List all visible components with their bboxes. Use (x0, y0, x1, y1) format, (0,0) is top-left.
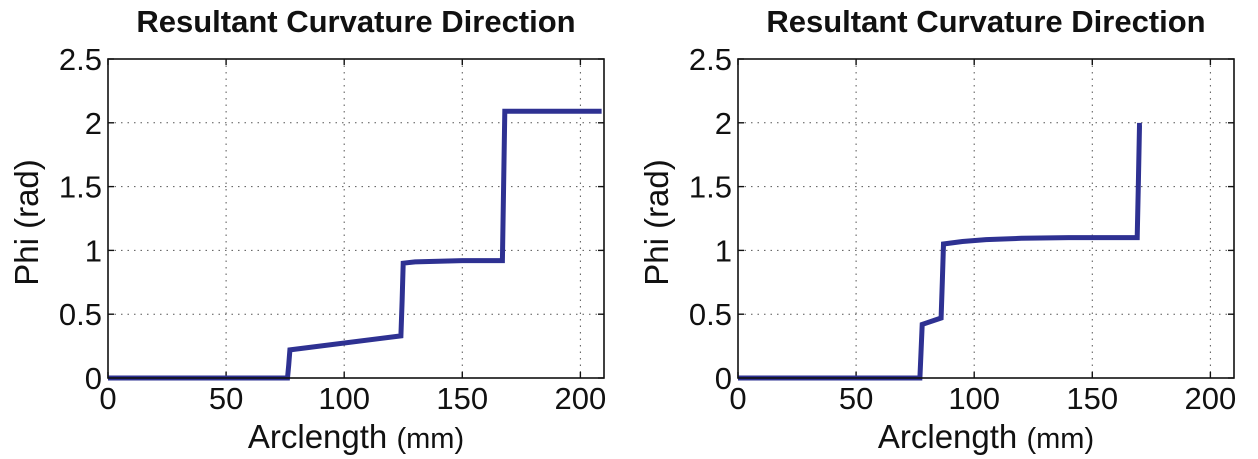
y-tick-label: 0 (85, 361, 102, 396)
y-tick-label: 0.5 (59, 297, 102, 332)
plot-frame (737, 58, 1235, 379)
x-axis-label-unit: (mm) (1026, 423, 1094, 455)
y-tick-label: 2 (85, 106, 102, 141)
x-tick-label: 150 (436, 381, 488, 416)
x-tick-label: 100 (948, 381, 1000, 416)
x-tick-label: 150 (1066, 381, 1118, 416)
y-tick-label: 1.5 (59, 170, 102, 205)
y-tick-label: 2 (715, 106, 732, 141)
series-line (738, 122, 1142, 381)
x-axis-label: Arclength (mm) (878, 418, 1094, 455)
x-axis-label-main: Arclength (248, 418, 397, 455)
y-tick-label: 1.5 (689, 170, 732, 205)
chart-title: Resultant Curvature Direction (766, 4, 1205, 39)
x-tick-label: 0 (729, 381, 746, 416)
x-tick-label: 50 (209, 381, 243, 416)
x-axis-label-unit: (mm) (396, 423, 464, 455)
chart-title: Resultant Curvature Direction (136, 4, 575, 39)
y-tick-label: 1 (85, 233, 102, 268)
y-tick-label: 2.5 (689, 42, 732, 77)
y-tick-label: 0.5 (689, 297, 732, 332)
y-tick-label: 2.5 (59, 42, 102, 77)
x-tick-label: 200 (1185, 381, 1237, 416)
y-tick-label: 0 (715, 361, 732, 396)
series-line (108, 108, 602, 381)
x-tick-label: 50 (839, 381, 873, 416)
x-tick-label: 0 (99, 381, 116, 416)
x-axis-label-main: Arclength (878, 418, 1027, 455)
y-axis-label: Phi (rad) (8, 159, 45, 286)
y-tick-label: 1 (715, 233, 732, 268)
x-axis-label: Arclength (mm) (248, 418, 464, 455)
y-axis-label: Phi (rad) (638, 159, 675, 286)
plot-frame (107, 58, 605, 379)
x-tick-label: 100 (318, 381, 370, 416)
x-tick-label: 200 (555, 381, 607, 416)
